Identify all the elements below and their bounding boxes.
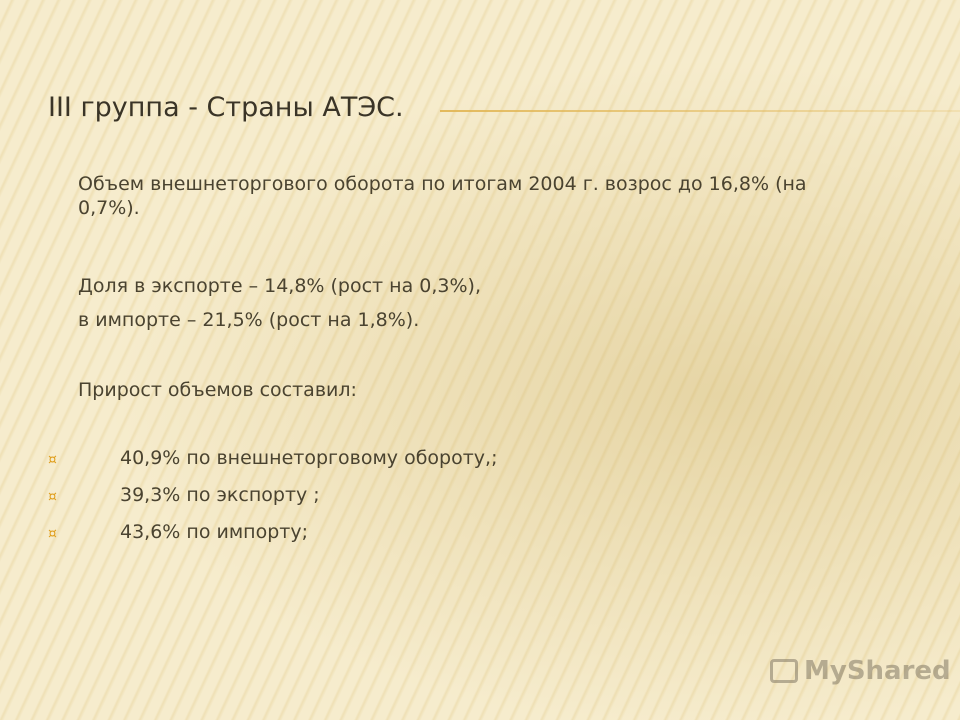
bullet-item: ¤ 39,3% по экспорту ; bbox=[48, 484, 320, 506]
watermark-icon bbox=[770, 659, 798, 683]
bullet-item: ¤ 43,6% по импорту; bbox=[48, 521, 308, 543]
bullet-marker: ¤ bbox=[48, 526, 57, 542]
paragraph: Доля в экспорте – 14,8% (рост на 0,3%), bbox=[78, 275, 481, 297]
bullet-text: 40,9% по внешнеторговому обороту,; bbox=[120, 447, 498, 469]
bullet-text: 39,3% по экспорту ; bbox=[120, 484, 320, 506]
bullet-marker: ¤ bbox=[48, 452, 57, 468]
paragraph: в импорте – 21,5% (рост на 1,8%). bbox=[78, 309, 420, 331]
paragraph: Объем внешнеторгового оборота по итогам … bbox=[78, 173, 807, 219]
title-rule bbox=[440, 110, 960, 112]
bullet-item: ¤ 40,9% по внешнеторговому обороту,; bbox=[48, 447, 498, 469]
bullet-text: 43,6% по импорту; bbox=[120, 521, 308, 543]
bullet-marker: ¤ bbox=[48, 489, 57, 505]
title: III группа - Страны АТЭС. bbox=[48, 92, 404, 123]
paragraph: Прирост объемов составил: bbox=[78, 379, 357, 401]
watermark: MyShared bbox=[770, 656, 951, 686]
watermark-text: MyShared bbox=[804, 656, 951, 686]
